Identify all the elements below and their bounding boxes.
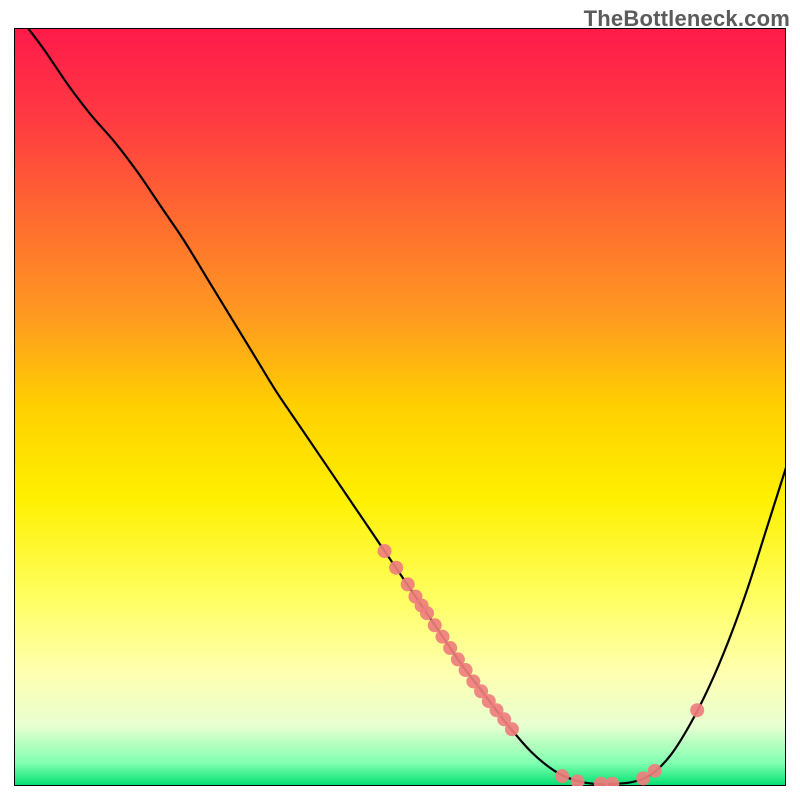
- curve-marker: [648, 764, 662, 778]
- curve-marker: [420, 606, 434, 620]
- curve-marker: [690, 703, 704, 717]
- curve-marker: [389, 561, 403, 575]
- gradient-background: [14, 28, 786, 786]
- curve-marker: [378, 544, 392, 558]
- curve-marker: [636, 771, 650, 785]
- curve-marker: [505, 722, 519, 736]
- bottleneck-curve-plot: [14, 28, 786, 786]
- figure-canvas: TheBottleneck.com: [0, 0, 800, 800]
- curve-marker: [459, 663, 473, 677]
- curve-marker: [435, 630, 449, 644]
- curve-marker: [401, 577, 415, 591]
- curve-marker: [443, 641, 457, 655]
- curve-marker: [555, 769, 569, 783]
- curve-marker: [428, 618, 442, 632]
- plot-svg: [14, 28, 786, 786]
